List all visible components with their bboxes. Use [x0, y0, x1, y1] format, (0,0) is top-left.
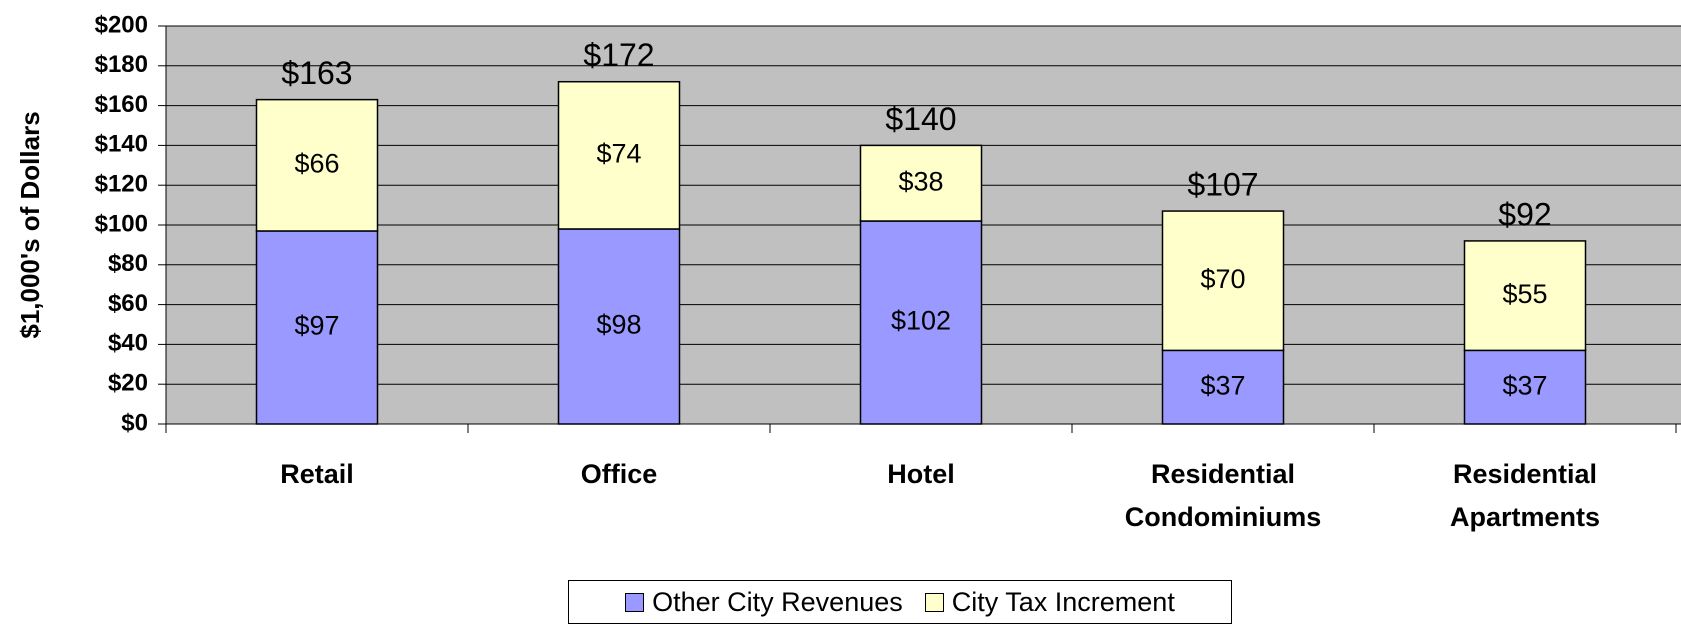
data-label: $55 — [1502, 279, 1547, 309]
bar-segment — [1161, 349, 1285, 425]
data-label: $70 — [1200, 264, 1245, 294]
data-label: $37 — [1502, 370, 1547, 400]
x-tick-label: Residential Apartments — [1449, 459, 1601, 532]
total-label: $140 — [885, 101, 956, 137]
data-label: $74 — [596, 138, 641, 168]
total-label: $92 — [1498, 196, 1551, 232]
total-label: $163 — [281, 55, 352, 91]
y-tick-label: $80 — [108, 250, 148, 277]
legend-label: City Tax Increment — [951, 586, 1175, 617]
data-label: $38 — [898, 166, 943, 196]
bar-segment — [255, 98, 379, 232]
bar-segment — [557, 80, 681, 230]
bar-segment — [557, 228, 681, 425]
legend-swatch — [625, 592, 645, 612]
y-tick-label: $160 — [95, 91, 148, 118]
data-label: $66 — [294, 148, 339, 178]
legend-item: Other City Revenues — [625, 587, 903, 618]
y-tick-label: $20 — [108, 370, 148, 397]
y-tick-label: $120 — [95, 171, 148, 198]
bar-segment — [859, 144, 983, 222]
data-label: $97 — [294, 311, 339, 341]
bar-segment — [859, 220, 983, 425]
legend-swatch — [924, 592, 944, 612]
y-tick-label: $140 — [95, 131, 148, 158]
y-tick-label: $100 — [95, 210, 148, 237]
y-tick-label: $180 — [95, 51, 148, 78]
total-label: $107 — [1187, 167, 1258, 203]
y-tick-label: $200 — [95, 11, 148, 38]
bar-segment — [1161, 210, 1285, 352]
legend-label: Other City Revenues — [652, 586, 903, 617]
x-tick-label: Office — [580, 459, 658, 489]
y-tick-label: $60 — [108, 290, 148, 317]
y-axis-label: $1,000's of Dollars — [15, 111, 45, 338]
x-tick-label: Retail — [280, 459, 354, 489]
legend: Other City Revenues City Tax Increment — [568, 580, 1232, 624]
x-tick-label: Residential Condominiums — [1124, 459, 1322, 532]
data-label: $37 — [1200, 370, 1245, 400]
data-label: $102 — [891, 306, 951, 336]
data-label: $98 — [596, 310, 641, 340]
legend-item: City Tax Increment — [924, 586, 1175, 618]
total-label: $172 — [583, 37, 654, 73]
x-tick-label: Hotel — [887, 459, 955, 489]
bar-segment — [1463, 240, 1587, 352]
y-tick-label: $40 — [108, 330, 148, 357]
bar-segment — [255, 230, 379, 425]
y-tick-label: $0 — [121, 409, 148, 436]
